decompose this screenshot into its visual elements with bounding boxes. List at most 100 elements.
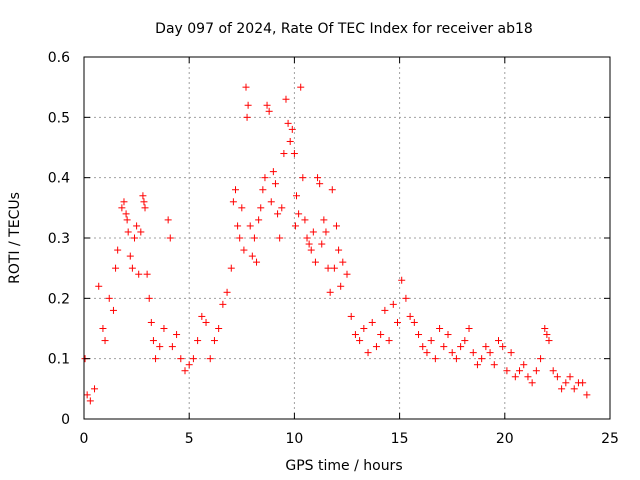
data-point — [139, 192, 147, 200]
data-point — [133, 222, 141, 230]
data-point — [356, 337, 364, 345]
data-point — [112, 264, 120, 272]
data-point — [579, 379, 587, 387]
data-point — [255, 216, 263, 224]
data-point — [274, 210, 282, 218]
data-point — [248, 252, 256, 260]
data-point — [280, 150, 288, 158]
data-point — [339, 258, 347, 266]
data-point — [123, 216, 131, 224]
data-point — [482, 343, 490, 351]
data-point — [99, 325, 107, 332]
data-point — [389, 300, 397, 308]
data-point — [122, 210, 130, 218]
data-point — [301, 216, 309, 224]
data-point — [91, 385, 99, 393]
data-point — [164, 216, 172, 224]
data-point — [524, 373, 532, 381]
data-point — [326, 288, 334, 296]
data-point — [553, 373, 561, 381]
data-point — [528, 379, 536, 387]
grid-lines — [84, 57, 610, 419]
data-point — [328, 186, 336, 194]
data-point — [332, 222, 340, 230]
data-point — [457, 343, 465, 351]
data-points — [81, 83, 591, 405]
data-point — [234, 222, 242, 230]
data-point — [410, 318, 418, 326]
data-point — [198, 312, 206, 320]
y-tick-label: 0 — [61, 412, 70, 428]
y-tick-label: 0.4 — [48, 171, 70, 187]
data-point — [227, 264, 235, 272]
data-point — [271, 180, 279, 188]
data-point — [156, 343, 164, 351]
data-point — [95, 282, 103, 290]
data-point — [415, 331, 423, 339]
data-point — [507, 349, 515, 357]
data-point — [511, 373, 519, 381]
data-point — [147, 318, 155, 326]
x-tick-label: 25 — [601, 431, 619, 447]
x-tick-label: 10 — [285, 431, 303, 447]
data-point — [231, 186, 239, 194]
data-point — [194, 337, 202, 345]
data-point — [543, 331, 551, 339]
axis-ticks: 0 5 10 15 20 25 0 0.1 0.2 0.3 0.4 0.5 0.6 — [48, 50, 619, 447]
data-point — [168, 343, 176, 351]
data-point — [427, 337, 435, 345]
data-point — [282, 95, 290, 103]
data-point — [347, 312, 355, 320]
data-point — [324, 264, 332, 272]
data-point — [320, 216, 328, 224]
data-point — [452, 355, 460, 363]
data-point — [219, 300, 227, 308]
data-point — [177, 355, 185, 363]
data-point — [160, 325, 168, 332]
data-point — [291, 222, 299, 230]
data-point — [406, 312, 414, 320]
x-axis-label: GPS time / hours — [285, 458, 402, 474]
data-point — [461, 337, 469, 345]
data-point — [368, 318, 376, 326]
data-point — [240, 246, 248, 254]
y-tick-label: 0.2 — [48, 291, 70, 307]
data-point — [236, 234, 244, 242]
y-tick-label: 0.5 — [48, 110, 70, 126]
data-point — [265, 107, 273, 115]
data-point — [311, 258, 319, 266]
data-point — [101, 337, 109, 345]
data-point — [465, 325, 473, 332]
x-tick-label: 0 — [80, 431, 89, 447]
data-point — [173, 331, 181, 339]
data-point — [83, 391, 91, 399]
data-point — [473, 361, 481, 369]
data-point — [545, 337, 553, 345]
data-point — [448, 349, 456, 357]
data-point — [431, 355, 439, 363]
data-point — [120, 198, 128, 206]
data-point — [288, 125, 296, 133]
data-point — [242, 83, 250, 91]
data-point — [335, 246, 343, 254]
data-point — [570, 385, 578, 393]
data-point — [314, 174, 322, 182]
data-point — [244, 101, 252, 109]
data-point — [250, 234, 258, 242]
data-point — [351, 331, 359, 339]
data-point — [105, 294, 113, 302]
data-point — [128, 264, 136, 272]
y-tick-label: 0.6 — [48, 50, 70, 66]
data-point — [297, 83, 305, 91]
data-point — [343, 270, 351, 278]
data-point — [189, 355, 197, 363]
data-point — [166, 234, 174, 242]
data-point — [299, 174, 307, 182]
x-tick-label: 20 — [496, 431, 514, 447]
data-point — [377, 331, 385, 339]
data-point — [541, 325, 549, 332]
y-axis-label: ROTI / TECUs — [7, 192, 23, 284]
data-point — [503, 367, 511, 375]
data-point — [290, 150, 298, 158]
data-point — [143, 270, 151, 278]
